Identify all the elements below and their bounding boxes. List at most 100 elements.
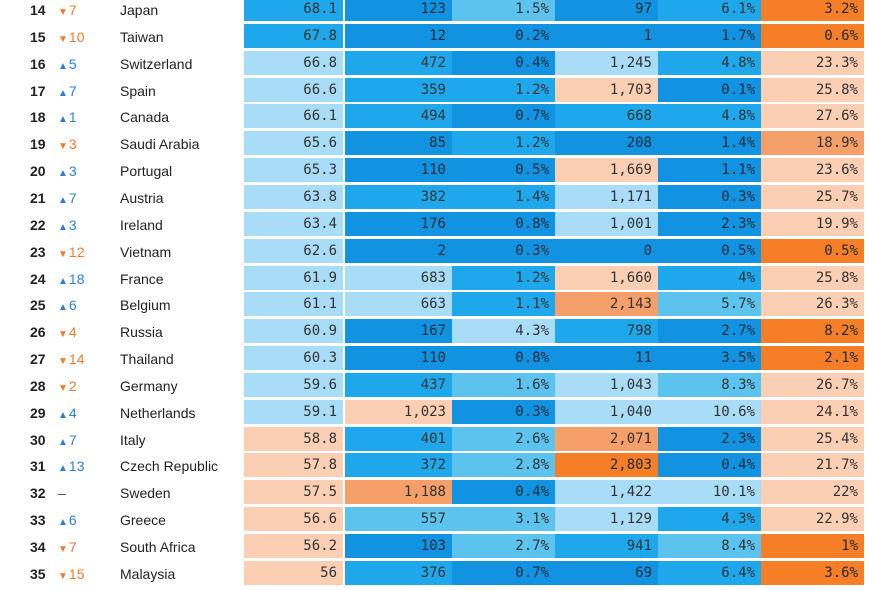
pct-a-cell: 0.3%	[452, 238, 555, 264]
rank-change: ▲7	[58, 427, 108, 453]
rank-number: 32	[30, 485, 46, 502]
rank-change: ▼10	[58, 24, 108, 50]
rank-number: 26	[30, 324, 46, 341]
value-b-cell: 1	[555, 23, 658, 49]
rank-change-value: 2	[68, 377, 77, 394]
rank-up-icon: ▲	[58, 302, 68, 314]
value-a-cell: 12	[345, 23, 452, 49]
rank-change-value: 7	[68, 189, 77, 206]
value-a-cell: 85	[345, 131, 452, 157]
index-score-cell: 56.6	[244, 507, 343, 533]
pct-c-cell: 8.2%	[761, 319, 864, 345]
pct-c-cell: 18.9%	[761, 131, 864, 157]
rank-change-value: 5	[68, 55, 77, 72]
rank-change-value: 6	[68, 297, 77, 314]
rank-change: ▼14	[58, 346, 108, 372]
country-name: Malaysia	[120, 565, 176, 582]
pct-c-cell: 27.6%	[761, 104, 864, 130]
country-name: Russia	[120, 324, 163, 341]
index-score-cell: 66.8	[244, 50, 343, 76]
index-score-cell: 63.4	[244, 211, 343, 237]
pct-a-cell: 0.3%	[452, 399, 555, 425]
value-a-cell: 359	[345, 77, 452, 103]
pct-a-cell: 0.2%	[452, 23, 555, 49]
pct-b-cell: 1.7%	[658, 23, 761, 49]
rank-change-value: 3	[68, 163, 77, 180]
pct-c-cell: 23.3%	[761, 50, 864, 76]
rank-down-icon: ▼	[58, 329, 68, 341]
rank-up-icon: ▲	[58, 221, 68, 233]
value-b-cell: 69	[555, 560, 658, 586]
country-name: Italy	[120, 431, 146, 448]
value-a-cell: 1,023	[345, 399, 452, 425]
index-score-cell: 58.8	[244, 426, 343, 452]
rank-up-icon: ▲	[58, 87, 68, 99]
pct-a-cell: 1.1%	[452, 292, 555, 318]
table-row: 29 ▲4 Netherlands 59.1 1,023 0.3% 1,040 10.6% 24…	[0, 399, 870, 426]
value-b-cell: 11	[555, 346, 658, 372]
rank-change-value: 18	[68, 270, 85, 287]
pct-a-cell: 4.3%	[452, 319, 555, 345]
rank-change-value: 10	[68, 28, 85, 45]
pct-b-cell: 6.1%	[658, 0, 761, 22]
rank-number: 30	[30, 431, 46, 448]
rank-down-icon: ▼	[58, 544, 68, 555]
pct-b-cell: 0.3%	[658, 184, 761, 210]
value-a-cell: 123	[345, 0, 452, 22]
index-score-cell: 65.3	[244, 158, 343, 184]
country-name: Switzerland	[120, 55, 193, 72]
pct-b-cell: 1.1%	[658, 158, 761, 184]
rank-change-value: 7	[68, 431, 77, 448]
table-row: 14 ▼7 Japan 68.1 123 1.5% 97 6.1% 3.2%	[0, 0, 870, 23]
pct-b-cell: 2.7%	[658, 319, 761, 345]
pct-a-cell: 1.2%	[452, 77, 555, 103]
pct-b-cell: 5.7%	[658, 292, 761, 318]
pct-b-cell: 0.5%	[658, 238, 761, 264]
pct-c-cell: 25.8%	[761, 265, 864, 291]
value-b-cell: 208	[555, 131, 658, 157]
pct-c-cell: 19.9%	[761, 211, 864, 237]
table-row: 20 ▲3 Portugal 65.3 110 0.5% 1,669 1.1% 23.6%	[0, 158, 870, 184]
pct-c-cell: 21.7%	[761, 453, 864, 479]
rank-down-icon: ▼	[58, 248, 68, 260]
value-a-cell: 557	[345, 507, 452, 533]
value-a-cell: 1,188	[345, 480, 452, 506]
pct-b-cell: 3.5%	[658, 346, 761, 372]
value-b-cell: 1,703	[555, 77, 658, 103]
pct-c-cell: 2.1%	[761, 346, 864, 372]
pct-b-cell: 0.1%	[658, 77, 761, 103]
rank-change: ▲6	[58, 292, 108, 318]
index-score-cell: 66.6	[244, 77, 343, 103]
value-a-cell: 437	[345, 372, 452, 398]
country-name: South Africa	[120, 539, 196, 555]
value-b-cell: 1,422	[555, 480, 658, 506]
index-score-cell: 57.5	[244, 480, 343, 506]
rank-change-value: 4	[68, 324, 77, 341]
rank-up-icon: ▲	[58, 275, 68, 287]
rank-change: ▲3	[58, 212, 108, 238]
value-a-cell: 110	[345, 158, 452, 184]
value-b-cell: 97	[555, 0, 658, 22]
table-row: 22 ▲3 Ireland 63.4 176 0.8% 1,001 2.3% 19.9%	[0, 211, 870, 238]
value-a-cell: 103	[345, 534, 452, 559]
table-row: 33 ▲6 Greece 56.6 557 3.1% 1,129 4.3% 22.9%	[0, 507, 870, 533]
value-b-cell: 1,001	[555, 211, 658, 237]
country-name: Czech Republic	[120, 458, 219, 475]
rank-up-icon: ▲	[58, 168, 68, 180]
pct-b-cell: 8.3%	[658, 372, 761, 398]
rank-number: 28	[30, 377, 46, 394]
value-a-cell: 176	[345, 211, 452, 237]
rank-down-icon: ▼	[58, 570, 68, 582]
rank-number: 20	[30, 163, 46, 180]
value-a-cell: 376	[345, 560, 452, 586]
rank-change: ▲7	[58, 185, 108, 211]
rank-up-icon: ▲	[58, 463, 68, 475]
index-score-cell: 66.1	[244, 104, 343, 130]
rank-up-icon: ▲	[58, 409, 68, 421]
value-b-cell: 1,040	[555, 399, 658, 425]
pct-c-cell: 24.1%	[761, 399, 864, 425]
pct-a-cell: 1.5%	[452, 0, 555, 22]
table-row: 24 ▲18 France 61.9 683 1.2% 1,660 4% 25.8%	[0, 265, 870, 292]
pct-b-cell: 8.4%	[658, 534, 761, 559]
value-b-cell: 1,129	[555, 507, 658, 533]
